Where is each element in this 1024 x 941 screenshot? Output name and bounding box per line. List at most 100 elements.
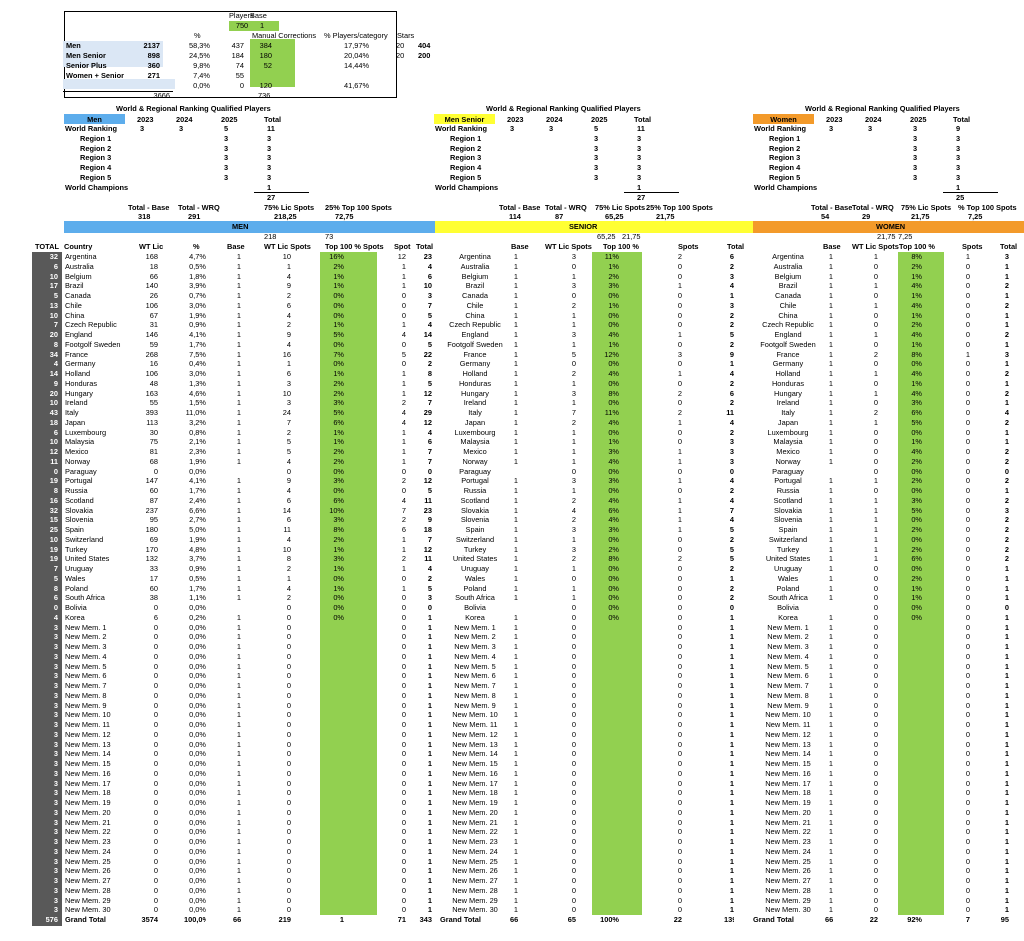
table-cell: 0 [286, 690, 291, 700]
table-cell: 0,8% [189, 427, 206, 437]
table-cell: 2% [911, 573, 922, 583]
table-cell: 0 [965, 905, 970, 915]
senior-country: Ireland [463, 398, 487, 408]
table-cell: 1 [873, 300, 878, 310]
summary-row-label: Women + Senior [66, 71, 124, 80]
table-cell: 3% [911, 398, 922, 408]
table-cell: 170 [145, 544, 158, 554]
table-cell: 1 [513, 846, 518, 856]
table-cell: 12 [423, 476, 432, 486]
table-cell: 1 [729, 291, 734, 300]
totals-header: Total - WRQ [178, 203, 220, 212]
table-cell: 0 [401, 720, 406, 729]
wrq-row-label: Region 1 [450, 133, 482, 143]
table-cell: 3% [608, 525, 619, 534]
table-cell: 1 [236, 261, 241, 271]
table-cell: 1 [513, 837, 518, 846]
table-cell: 7 [53, 564, 58, 573]
table-cell: 0 [286, 739, 291, 749]
summary-count: 271 [147, 71, 160, 80]
table-cell: 5% [333, 408, 344, 417]
table-cell: 2 [729, 534, 734, 544]
table-cell: 0,0% [189, 817, 206, 827]
table-cell: 0 [965, 544, 970, 554]
table-cell: Chile [65, 300, 82, 310]
table-cell: 1 [427, 798, 432, 807]
wrq-row-label: World Champions [65, 182, 129, 192]
table-cell: 0 [286, 720, 291, 729]
table-cell: Japan [65, 417, 86, 427]
summary-count: 898 [147, 51, 160, 60]
senior-country: China [465, 310, 485, 320]
women-country: Switzerland [768, 534, 808, 544]
table-cell: 1 [873, 417, 878, 427]
table-cell: 0 [571, 690, 576, 700]
table-cell: 0% [333, 300, 344, 310]
table-cell: 0 [873, 447, 878, 456]
table-cell: 1 [513, 739, 518, 749]
women-country: New Mem. 1 [767, 622, 809, 632]
table-cell: Uruguay [65, 564, 93, 573]
wrq-cell: 3 [637, 163, 642, 172]
table-cell: 0 [571, 895, 576, 905]
women-country: New Mem. 30 [765, 905, 811, 915]
table-cell: 0% [911, 427, 922, 437]
senior-band [435, 221, 753, 233]
table-cell: 0 [571, 642, 576, 651]
table-cell: 1 [513, 300, 518, 310]
table-cell: 0,0% [189, 681, 206, 690]
table-cell: 3% [333, 398, 344, 408]
men-band-label: MEN [232, 222, 249, 231]
table-cell: 2% [608, 271, 619, 281]
table-cell: 2% [333, 456, 344, 466]
table-cell: 3 [1004, 252, 1009, 261]
summary-row-label: Men [66, 41, 81, 50]
table-cell: 0 [873, 739, 878, 749]
table-cell: 0 [401, 622, 406, 632]
women-country: Spain [778, 525, 798, 534]
table-cell: 0 [286, 798, 291, 807]
table-cell: 0 [286, 603, 291, 612]
table-cell: 1 [828, 544, 833, 554]
table-cell: 0 [965, 534, 970, 544]
table-cell: 147 [145, 476, 158, 486]
table-cell: 1% [911, 437, 922, 447]
table-cell: 0 [873, 661, 878, 671]
table-cell: 1 [729, 642, 734, 651]
table-cell: 0 [153, 778, 158, 788]
table-cell: 3 [571, 476, 576, 486]
table-cell: 0 [965, 739, 970, 749]
table-cell: 0 [965, 856, 970, 866]
table-cell: 0 [401, 690, 406, 700]
table-cell: 0 [677, 573, 682, 583]
table-cell: 60 [149, 486, 158, 495]
table-cell: England [65, 330, 93, 339]
table-cell: 0 [873, 700, 878, 710]
table-cell: 0 [873, 895, 878, 905]
table-cell: 3 [729, 300, 734, 310]
table-cell: 1 [729, 827, 734, 837]
table-cell: 2% [608, 544, 619, 554]
senior-country: New Mem. 15 [452, 759, 498, 768]
table-cell: 0% [911, 603, 922, 612]
table-cell: 2 [873, 408, 878, 417]
table-cell: 0 [965, 398, 970, 408]
table-cell: 268 [145, 349, 158, 359]
women-country: New Mem. 28 [765, 885, 811, 895]
senior-country: New Mem. 19 [452, 798, 498, 807]
wrq-cell: 3 [913, 153, 918, 163]
table-cell: 1 [513, 749, 518, 759]
table-cell: New Mem. 16 [65, 768, 111, 778]
table-cell: 1 [1004, 876, 1009, 885]
table-cell: 5 [427, 310, 432, 320]
table-cell: 1 [729, 632, 734, 642]
wrq-row-label: Region 3 [450, 153, 482, 163]
table-cell: 1% [333, 437, 344, 447]
senior-country: Switzerland [455, 534, 495, 544]
table-cell: 1 [1004, 437, 1009, 447]
table-cell: 0 [677, 837, 682, 846]
table-cell: 1 [236, 690, 241, 700]
table-cell: 69 [149, 534, 158, 544]
wrq-cell: 3 [267, 172, 272, 182]
table-cell: 0 [873, 622, 878, 632]
